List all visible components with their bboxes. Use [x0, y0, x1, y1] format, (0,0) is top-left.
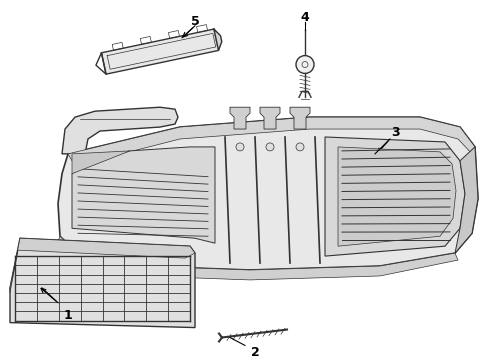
Polygon shape	[338, 147, 456, 246]
Polygon shape	[10, 238, 195, 293]
Circle shape	[266, 143, 274, 151]
Text: 2: 2	[250, 346, 259, 359]
Polygon shape	[62, 107, 178, 154]
Text: 1: 1	[64, 309, 73, 322]
Polygon shape	[260, 107, 280, 129]
Polygon shape	[56, 236, 458, 280]
Text: 5: 5	[191, 15, 199, 28]
Polygon shape	[290, 107, 310, 129]
Polygon shape	[68, 117, 475, 166]
Polygon shape	[58, 117, 478, 270]
Circle shape	[296, 55, 314, 73]
Text: 3: 3	[391, 126, 399, 139]
Polygon shape	[455, 147, 478, 253]
Polygon shape	[101, 29, 219, 74]
Polygon shape	[10, 238, 195, 328]
Polygon shape	[72, 151, 130, 174]
Polygon shape	[325, 137, 465, 256]
Polygon shape	[214, 29, 222, 50]
Polygon shape	[230, 107, 250, 129]
Polygon shape	[72, 147, 215, 243]
Circle shape	[236, 143, 244, 151]
Circle shape	[296, 143, 304, 151]
Text: 4: 4	[301, 12, 309, 24]
